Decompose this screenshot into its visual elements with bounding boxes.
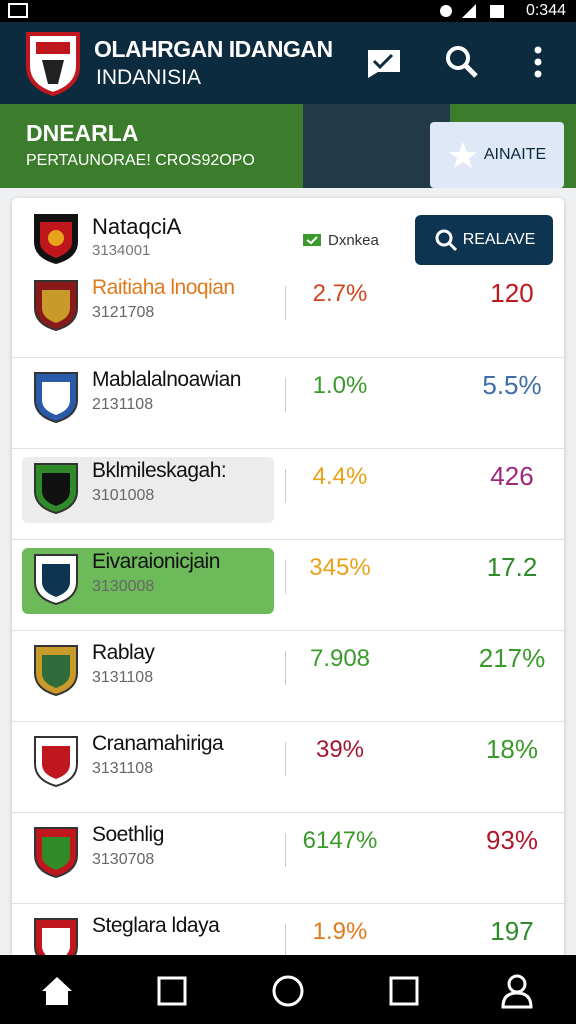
team-logo (34, 918, 78, 958)
team-logo (34, 645, 78, 697)
standings-row[interactable]: Raitiaha lnoqian 3121708 2.7% 120 (12, 266, 564, 356)
standings-row[interactable]: Rablay 3131108 7.908 217% (12, 630, 564, 721)
team-logo (34, 463, 78, 515)
standings-row[interactable]: Cranamahiriga 3131108 39% 18% (12, 721, 564, 812)
team-name: NataqciA (92, 214, 182, 239)
column-divider (285, 469, 286, 503)
navigation-bar (0, 955, 576, 1024)
app-logo (26, 32, 80, 96)
messages-button[interactable] (366, 46, 402, 78)
rate-label: AINAITE (483, 146, 547, 164)
team-logo (34, 280, 78, 332)
value-stat: 17.2 (486, 552, 538, 582)
percent-stat: 6147% (302, 827, 378, 854)
value-stat: 217% (478, 643, 546, 673)
column-divider (285, 651, 286, 685)
notification-icon (8, 3, 28, 18)
team-name: Mablalalnoawian (92, 368, 241, 391)
column-divider (285, 286, 286, 320)
standings-row[interactable]: Eivaraionicjain 3130008 345% 17.2 (12, 539, 564, 630)
square-button[interactable] (388, 975, 420, 1007)
status-icons (440, 4, 504, 18)
percent-stat: 2.7% (312, 280, 368, 307)
banner-title: DNEARLA (26, 120, 139, 146)
team-logo (34, 736, 78, 788)
value-stat: 197 (490, 916, 534, 946)
percent-stat: 345% (309, 554, 371, 581)
team-id: 3130708 (92, 851, 155, 868)
banner-subtitle: PERTAUNORAE! CROS92OPO (26, 152, 255, 169)
app-header: OLAHRGAN IDANGAN INDANISIA (0, 22, 576, 104)
value-stat: 5.5% (482, 370, 542, 400)
team-logo (34, 554, 78, 606)
standings-row[interactable]: Bklmileskagah: 3101008 4.4% 426 (12, 448, 564, 539)
app-subtitle: INDANISIA (96, 66, 202, 89)
status-bar: 0:344 (0, 0, 576, 22)
team-name: Soethlig (92, 823, 164, 846)
more-button[interactable] (528, 44, 548, 80)
percent-stat: 39% (315, 736, 365, 763)
team-id: 3101008 (92, 487, 155, 504)
banner-panel (0, 104, 303, 188)
value-stat: 18% (485, 734, 539, 764)
team-logo (34, 827, 78, 879)
column-divider (285, 560, 286, 594)
value-stat: 426 (490, 461, 534, 491)
column-divider (285, 378, 286, 412)
team-id: 3131108 (92, 669, 154, 686)
search-icon (435, 229, 457, 252)
search-action-button[interactable]: REALAVE (415, 215, 553, 265)
percent-stat: 1.9% (312, 918, 368, 945)
team-logo (34, 372, 78, 424)
team-id: 3134001 (92, 242, 151, 259)
column-divider (285, 833, 286, 867)
circle-button[interactable] (270, 973, 306, 1009)
home-button[interactable] (40, 975, 74, 1007)
clock: 0:344 (525, 2, 566, 19)
column-divider (285, 742, 286, 776)
app-title: OLAHRGAN IDANGAN (94, 36, 333, 62)
percent-stat: 1.0% (312, 372, 368, 399)
profile-button[interactable] (500, 973, 534, 1009)
value-stat: 120 (490, 278, 534, 308)
percent-stat: 4.4% (312, 463, 368, 490)
star-icon (448, 142, 477, 168)
team-id: 3130008 (92, 578, 155, 595)
team-tag: Dxnkea (328, 232, 379, 249)
standings-card: NataqciA 3134001 Dxnkea REALAVE Raitiaha… (12, 198, 564, 958)
column-divider (285, 924, 286, 958)
team-logo (34, 214, 78, 264)
team-id: 2131108 (92, 396, 154, 413)
team-name: Rablay (92, 641, 155, 664)
value-stat: 93% (485, 825, 539, 855)
recent-button[interactable] (156, 975, 188, 1007)
tag-icon (303, 234, 321, 246)
search-action-label: REALAVE (462, 231, 536, 249)
percent-stat: 7.908 (309, 645, 371, 672)
rate-button[interactable]: AINAITE (430, 122, 564, 188)
team-name: Cranamahiriga (92, 732, 224, 755)
team-id: 3131108 (92, 760, 154, 777)
team-name: Raitiaha lnoqian (92, 276, 235, 299)
team-name: Eivaraionicjain (92, 550, 220, 573)
team-name: Bklmileskagah: (92, 459, 227, 482)
standings-row[interactable]: Soethlig 3130708 6147% 93% (12, 812, 564, 903)
standings-row[interactable]: Steglara ldaya 1.9% 197 (12, 903, 564, 958)
standings-row[interactable]: Mablalalnoawian 2131108 1.0% 5.5% (12, 357, 564, 448)
team-name: Steglara ldaya (92, 914, 220, 937)
search-button[interactable] (444, 44, 480, 80)
team-id: 3121708 (92, 304, 155, 321)
